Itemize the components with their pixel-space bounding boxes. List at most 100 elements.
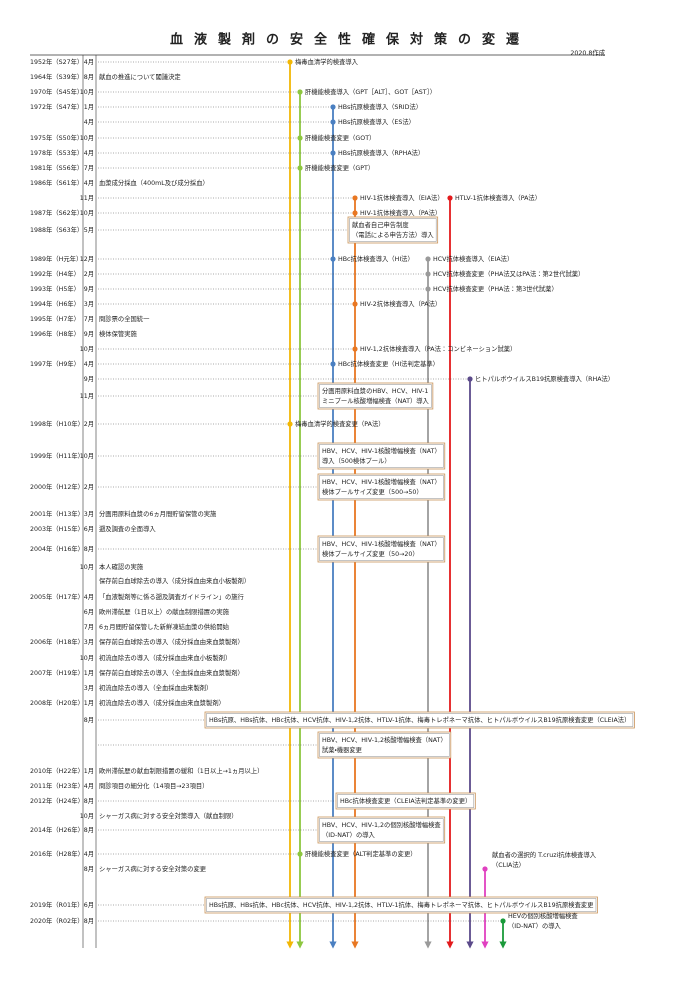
box-frame — [317, 731, 452, 759]
event-text: HCV抗体検査導入（EIA法） — [433, 254, 513, 263]
event: HBs抗原検査導入（SRID法） — [338, 102, 422, 111]
year-label: 1988年（S63年） — [30, 225, 83, 234]
event: HEVの個別核酸増幅検査（ID-NAT）の導入 — [508, 911, 578, 930]
year-label: 2008年（H20年） — [30, 698, 84, 707]
event-box: 献血者自己申告制度（電話による申告方法）導入 — [347, 216, 439, 244]
month-label: 8月 — [84, 917, 94, 925]
event-dot — [352, 195, 358, 201]
event-box: HBs抗原、HBs抗体、HBc抗体、HCV抗体、HIV-1,2抗体、HTLV-1… — [204, 896, 598, 914]
event-dot — [330, 150, 336, 156]
event-text: HBs抗原、HBs抗体、HBc抗体、HCV抗体、HIV-1,2抗体、HTLV-1… — [209, 715, 630, 724]
event-dot — [287, 59, 293, 65]
event-text: HBc抗体検査変更（CLEIA法判定基準の変更） — [340, 796, 471, 805]
month-label: 3月 — [84, 300, 94, 308]
event: 分画用原料血漿の6ヵ月間貯留保管の実施 — [99, 509, 217, 518]
event-dot — [352, 301, 358, 307]
event-text: シャーガス病に対する安全対策導入（献血制限） — [99, 811, 238, 820]
month-label: 8月 — [84, 865, 94, 873]
event: HBs抗原検査導入（ES法） — [338, 117, 415, 126]
event: 肝機能検査変更（GPT） — [305, 163, 374, 172]
event-text: HBs抗原検査導入（ES法） — [338, 117, 415, 126]
event-text: HTLV-1抗体検査導入（PA法） — [455, 193, 541, 202]
event-text: 6ヵ月間貯留保管した新鮮凍結血漿の供給開始 — [99, 622, 230, 631]
year-label: 1978年（S53年） — [30, 148, 83, 157]
event: 「血液製剤等に係る遡及調査ガイドライン」の施行 — [99, 592, 245, 601]
box-frame — [204, 711, 635, 729]
year-label: 2007年（H19年） — [30, 668, 84, 677]
event-dot — [297, 89, 303, 95]
event-dot — [297, 851, 303, 857]
event-text: HIV-1抗体検査導入（EIA法） — [360, 193, 444, 202]
event-text: （CLIA法） — [492, 860, 525, 869]
year-label: 2000年（H12年） — [30, 482, 84, 491]
lanes — [286, 62, 507, 949]
event-text: 梅毒血清学的検査変更（PA法） — [295, 419, 385, 428]
event-text: 献血者自己申告制度 — [352, 220, 409, 229]
year-label: 1994年（H6年） — [30, 299, 80, 308]
box-frame — [337, 794, 475, 808]
event: 肝機能検査変更（ALT判定基準の変更） — [305, 849, 417, 858]
box-frame — [317, 535, 446, 563]
event-dot — [330, 361, 336, 367]
event-dot — [482, 866, 488, 872]
month-label: 10月 — [80, 134, 94, 142]
box-frame — [319, 733, 450, 757]
event-text: シャーガス病に対する安全対策の変更 — [99, 864, 207, 873]
year-label: 2016年（H28年） — [30, 849, 84, 858]
month-label: 10月 — [80, 88, 94, 96]
event-text: HIV-2抗体検査導入（PA法） — [360, 299, 441, 308]
event-text: 肝機能検査変更（ALT判定基準の変更） — [305, 849, 417, 858]
event-text: HCV抗体検査変更（PHA法又はPA法：第2世代試薬） — [433, 269, 584, 278]
event: 問診票の全国統一 — [99, 314, 150, 323]
year-label: 2006年（H18年） — [30, 637, 84, 646]
event: 検体保管実施 — [99, 329, 137, 338]
year-label: 2019年（R01年） — [30, 900, 84, 909]
box-frame — [319, 475, 444, 499]
month-label: 8月 — [84, 73, 94, 81]
month-label: 9月 — [84, 375, 94, 383]
event: HBc抗体検査変更（HI法判定基準） — [338, 359, 439, 368]
event: 梅毒血清学的検査変更（PA法） — [295, 419, 385, 428]
month-label: 4月 — [84, 593, 94, 601]
event-text: 献血者の選択的 T.cruzi抗体検査導入 — [492, 850, 597, 859]
event: HCV抗体検査導入（EIA法） — [433, 254, 513, 263]
event-text: 問診項目の細分化（14項目→23項目） — [99, 781, 208, 790]
event-text: HBV、HCV、HIV-1,2の個別核酸増幅検査 — [322, 820, 441, 829]
month-label: 10月 — [80, 563, 94, 571]
event: HCV抗体検査変更（PHA法又はPA法：第2世代試薬） — [433, 269, 584, 278]
event: 保存前白血球除去の導入（成分採血由来血漿製剤） — [99, 637, 244, 646]
event-dot — [425, 286, 431, 292]
event-text: 検体プールサイズ変更（500→50） — [322, 487, 423, 496]
date: 2020.8作成 — [570, 48, 605, 57]
event-dot — [330, 119, 336, 125]
year-label: 1981年（S56年） — [30, 163, 83, 172]
event-text: 保存前白血球除去の導入（成分採血由来血小板製剤） — [99, 576, 250, 585]
month-label: 10月 — [80, 452, 94, 460]
year-label: 1964年（S39年） — [30, 72, 83, 81]
event: シャーガス病に対する安全対策の変更 — [99, 864, 207, 873]
month-label: 8月 — [84, 545, 94, 553]
event: ヒトパルボウイルスB19抗原検査導入（RHA法） — [475, 374, 614, 383]
event-text: 「血液製剤等に係る遡及調査ガイドライン」の施行 — [99, 592, 245, 601]
event-text: ミニプール核酸増幅検査（NAT）導入 — [322, 396, 430, 405]
event-text: 肝機能検査導入（GPT［ALT］、GOT［AST］） — [305, 87, 436, 96]
box-frame — [317, 473, 446, 501]
month-label: 11月 — [80, 194, 94, 202]
box-frame — [319, 444, 444, 468]
event: 遡及調査の全面導入 — [99, 524, 156, 533]
event-text: 初流血除去の導入（成分採血由来血漿製剤） — [99, 698, 225, 707]
month-label: 4月 — [84, 118, 94, 126]
event-text: 遡及調査の全面導入 — [99, 524, 156, 533]
event-dot — [352, 346, 358, 352]
title: 血液製剤の安全性確保対策の変遷 — [170, 32, 530, 48]
event: 肝機能検査導入（GPT［ALT］、GOT［AST］） — [305, 87, 436, 96]
event-text: 導入（500検体プール） — [322, 456, 391, 465]
event-text: HCV抗体検査変更（PHA法：第3世代試薬） — [433, 284, 558, 293]
month-label: 8月 — [84, 716, 94, 724]
event: 初流血除去の導入（成分採血由来血漿製剤） — [99, 698, 225, 707]
event: 欧州滞航歴（1日以上）の献血制限措置の実施 — [99, 607, 230, 616]
event-dot — [330, 256, 336, 262]
event: 問診項目の細分化（14項目→23項目） — [99, 781, 208, 790]
event-text: 本人確認の実施 — [99, 562, 144, 571]
